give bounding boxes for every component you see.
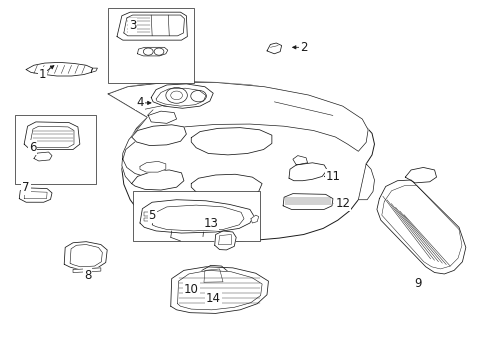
Polygon shape [140, 200, 254, 233]
Polygon shape [289, 163, 327, 181]
Polygon shape [64, 242, 107, 270]
Bar [133, 191, 260, 241]
Polygon shape [377, 180, 466, 274]
Polygon shape [70, 244, 102, 267]
Polygon shape [24, 122, 80, 149]
Text: 6: 6 [29, 141, 36, 154]
Polygon shape [177, 270, 262, 310]
Polygon shape [267, 43, 282, 54]
Polygon shape [156, 88, 206, 106]
Polygon shape [34, 152, 52, 161]
Polygon shape [19, 188, 52, 202]
Polygon shape [140, 161, 166, 172]
Polygon shape [30, 126, 74, 147]
Text: 5: 5 [148, 210, 156, 222]
Text: 4: 4 [136, 96, 144, 109]
Polygon shape [152, 205, 244, 231]
Polygon shape [26, 62, 93, 76]
Polygon shape [132, 170, 184, 190]
Polygon shape [215, 231, 236, 250]
Polygon shape [108, 82, 368, 184]
Polygon shape [219, 234, 231, 244]
Bar [144, 218, 151, 221]
Polygon shape [117, 12, 187, 40]
Text: 3: 3 [129, 19, 136, 32]
Bar [144, 212, 151, 216]
Polygon shape [283, 194, 333, 210]
Text: 1: 1 [39, 68, 46, 81]
Text: 2: 2 [300, 41, 307, 54]
Polygon shape [204, 269, 223, 282]
Polygon shape [132, 125, 186, 145]
Bar [15, 116, 96, 184]
Text: 11: 11 [325, 170, 341, 183]
Text: 10: 10 [184, 283, 198, 296]
Polygon shape [251, 215, 259, 223]
Text: 7: 7 [23, 181, 30, 194]
Polygon shape [293, 156, 308, 165]
Text: 8: 8 [84, 269, 91, 282]
Polygon shape [191, 128, 272, 155]
Polygon shape [151, 84, 213, 108]
Bar [108, 8, 194, 83]
Text: 9: 9 [415, 278, 422, 291]
Polygon shape [24, 192, 47, 199]
Text: 13: 13 [203, 216, 218, 230]
Polygon shape [148, 111, 176, 123]
Polygon shape [358, 164, 374, 200]
Polygon shape [200, 265, 228, 289]
Polygon shape [108, 81, 374, 241]
Text: 12: 12 [335, 197, 350, 210]
Polygon shape [171, 267, 269, 314]
Polygon shape [73, 268, 101, 273]
Polygon shape [138, 47, 168, 56]
Text: 14: 14 [206, 292, 220, 305]
Polygon shape [191, 174, 262, 199]
Polygon shape [124, 15, 184, 36]
Polygon shape [91, 68, 98, 72]
Polygon shape [405, 167, 437, 183]
